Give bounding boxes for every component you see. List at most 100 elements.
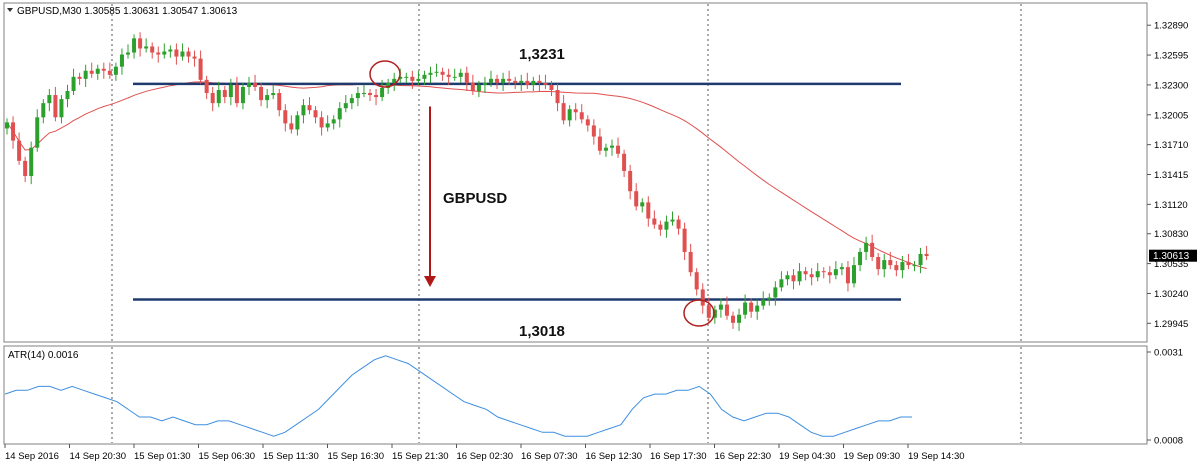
candle	[5, 118, 9, 135]
candle	[422, 70, 427, 85]
candle	[343, 95, 348, 113]
candle	[670, 211, 675, 226]
atr-line	[4, 355, 912, 437]
price-tick-label: 1.31120	[1154, 200, 1188, 211]
candle	[144, 38, 149, 53]
candle	[803, 267, 808, 281]
candle	[519, 74, 524, 91]
candle	[809, 268, 814, 286]
candle	[65, 84, 70, 108]
arrow-label: GBPUSD	[443, 190, 507, 207]
candle	[464, 66, 469, 91]
price-tick-label: 1.32300	[1154, 80, 1188, 91]
candle	[918, 247, 923, 274]
candle	[23, 156, 28, 183]
candle	[797, 263, 802, 286]
candle	[724, 296, 729, 320]
candle	[876, 252, 881, 276]
candle	[718, 298, 723, 318]
ma-line	[6, 81, 927, 270]
candle	[555, 83, 560, 112]
time-tick-label: 15 Sep 11:30	[263, 451, 319, 462]
chart-menu-triangle-icon[interactable]	[7, 8, 13, 12]
candle	[773, 281, 778, 306]
candle	[301, 99, 306, 124]
candle	[688, 243, 693, 277]
candle	[222, 85, 227, 104]
candle	[11, 116, 16, 149]
candle	[428, 66, 433, 83]
candle	[313, 106, 318, 124]
time-tick-label: 16 Sep 07:30	[521, 451, 578, 462]
candle	[761, 291, 766, 310]
time-tick-label: 19 Sep 14:30	[908, 451, 965, 462]
candle	[785, 271, 790, 286]
candle	[525, 72, 530, 89]
candle	[331, 115, 336, 130]
candle	[489, 70, 493, 87]
candle	[737, 308, 742, 331]
candle	[543, 74, 548, 89]
candle	[240, 82, 245, 110]
candle	[470, 74, 475, 96]
atr-tick-label: 0.0008	[1154, 436, 1183, 447]
candle	[210, 86, 215, 112]
candle	[119, 48, 124, 75]
candle	[821, 267, 826, 279]
candle	[549, 80, 554, 97]
candle	[380, 79, 385, 102]
candle	[513, 76, 518, 89]
candle	[845, 261, 850, 292]
price-tick-label: 1.32595	[1154, 51, 1188, 62]
candle	[271, 84, 276, 100]
time-tick-label: 19 Sep 04:30	[779, 451, 836, 462]
candle	[289, 115, 294, 134]
candle	[126, 44, 130, 59]
candle	[597, 128, 602, 155]
candle	[349, 94, 354, 110]
candle	[501, 72, 506, 91]
candle	[537, 74, 542, 91]
candle	[561, 95, 566, 125]
candle	[355, 86, 360, 107]
candle	[767, 293, 772, 306]
candle	[17, 132, 22, 165]
candle	[71, 68, 76, 96]
time-tick-label: 16 Sep 02:30	[457, 451, 514, 462]
support-label: 1,3018	[519, 323, 565, 340]
candle	[89, 62, 94, 78]
price-axis: 1.32890 1.32595 1.32300 1.32005 1.31710 1.314…	[1147, 21, 1188, 330]
candle	[95, 64, 100, 80]
candle	[132, 34, 137, 59]
candle	[416, 70, 421, 85]
candle	[228, 78, 233, 106]
candle	[319, 111, 324, 136]
candle	[283, 104, 288, 132]
candle	[731, 311, 735, 329]
candle	[295, 111, 300, 136]
candle	[912, 261, 917, 272]
candle	[446, 68, 451, 85]
candle	[434, 63, 439, 77]
price-tick-label: 1.31415	[1154, 170, 1188, 181]
price-tick-label: 1.29945	[1154, 319, 1188, 330]
candle	[791, 269, 796, 290]
candle	[174, 43, 179, 65]
candle	[277, 88, 282, 117]
price-tick-label: 1.30830	[1154, 229, 1188, 240]
candle	[634, 183, 639, 211]
candle	[452, 68, 457, 81]
atr-header: ATR(14) 0.0016	[8, 350, 79, 361]
time-tick-label: 15 Sep 21:30	[392, 451, 449, 462]
candle	[894, 261, 899, 277]
candle	[712, 305, 717, 324]
candle	[700, 283, 705, 314]
candle	[864, 236, 869, 261]
candle	[101, 62, 106, 79]
candle	[755, 299, 760, 320]
candle	[458, 68, 463, 83]
candle	[640, 198, 645, 213]
candle	[839, 263, 844, 276]
candle	[833, 261, 838, 280]
